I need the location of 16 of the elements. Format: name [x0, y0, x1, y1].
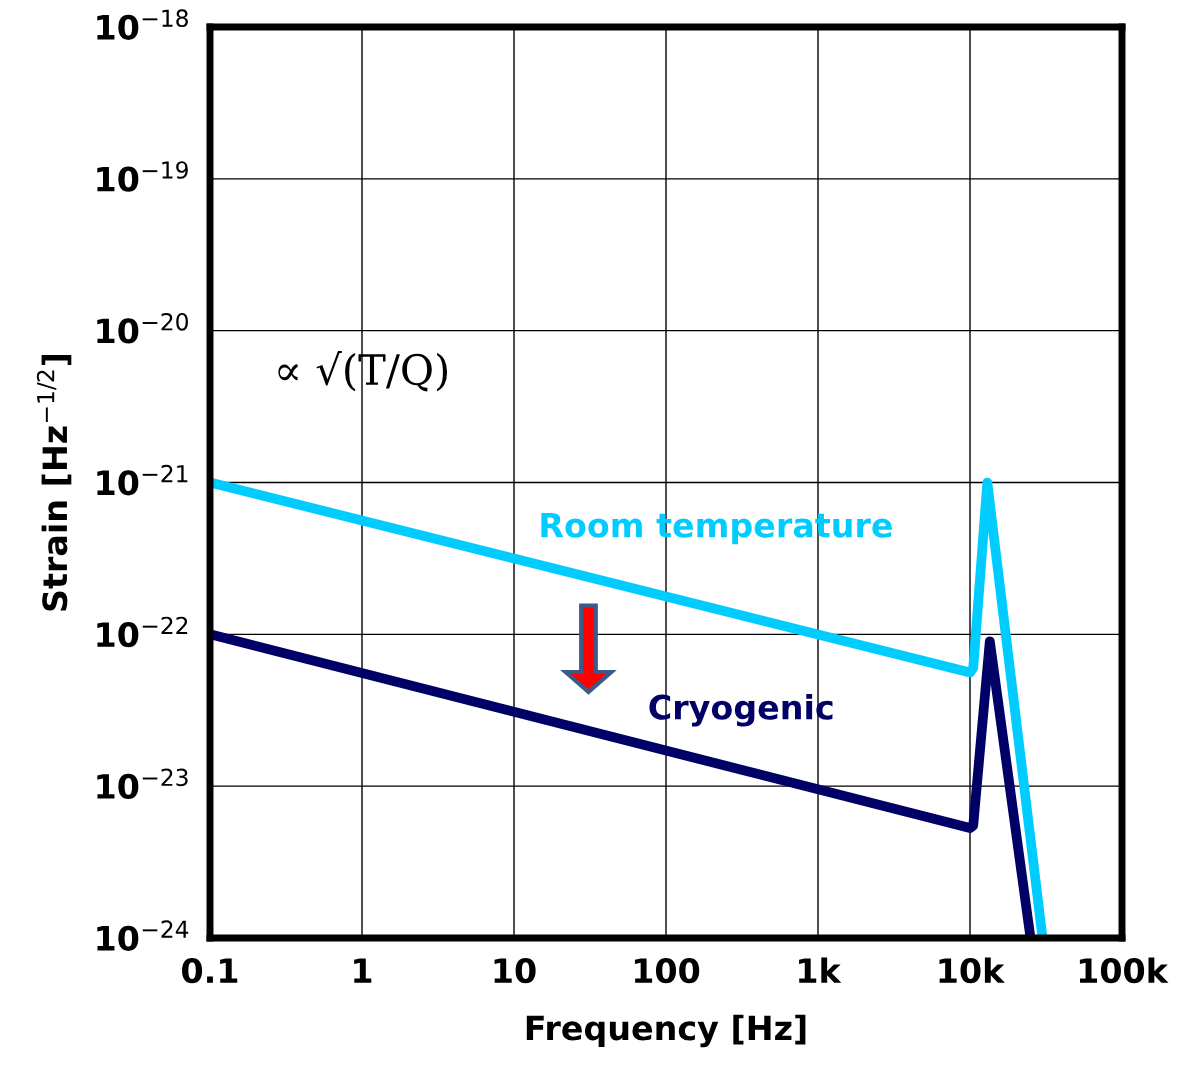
y-axis-title: Strain [Hz$^{−1/2}$]: [36, 354, 72, 611]
x-tick-label: 1k: [799, 957, 842, 983]
x-tick-label: 0.1: [182, 958, 238, 984]
y-tick-label: 10$^{−19}$: [97, 161, 188, 192]
x-tick-label: 10: [494, 958, 536, 984]
x-tick-label: 10k: [939, 957, 1005, 984]
y-tick-label: 10$^{−18}$: [97, 9, 188, 40]
y-tick-label: 10$^{−23}$: [97, 768, 188, 800]
x-tick-label: 100: [634, 958, 700, 984]
y-tick-label: 10$^{−24}$: [97, 920, 189, 951]
x-tick-label: 1: [354, 958, 372, 983]
y-tick-label: 10$^{−22}$: [97, 616, 188, 648]
x-tick-label: 100k: [1079, 957, 1169, 984]
x-axis-title: Frequency [Hz]: [526, 1014, 806, 1048]
y-tick-label: 10$^{−20}$: [97, 313, 188, 344]
y-tick-label: 10$^{−21}$: [97, 464, 188, 496]
